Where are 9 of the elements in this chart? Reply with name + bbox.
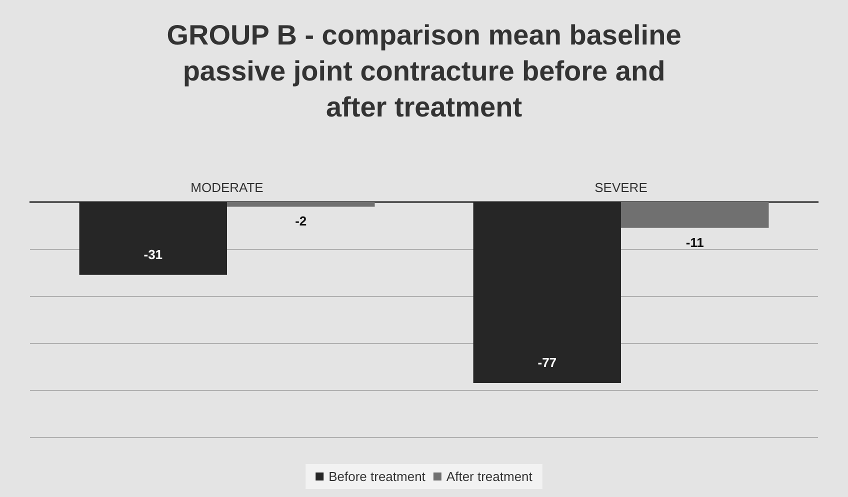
legend-label: Before treatment [328,469,426,484]
x-tick-label: MODERATE [190,180,264,195]
data-label: -31 [144,246,163,262]
x-tick-label: SEVERE [594,180,648,195]
legend-label: After treatment [446,469,533,484]
chart-title: GROUP B - comparison mean baseline passive joint contracture before and after treatment [166,20,682,122]
data-label: -11 [686,234,704,250]
data-label: -2 [295,214,307,229]
data-label: -77 [538,354,557,370]
